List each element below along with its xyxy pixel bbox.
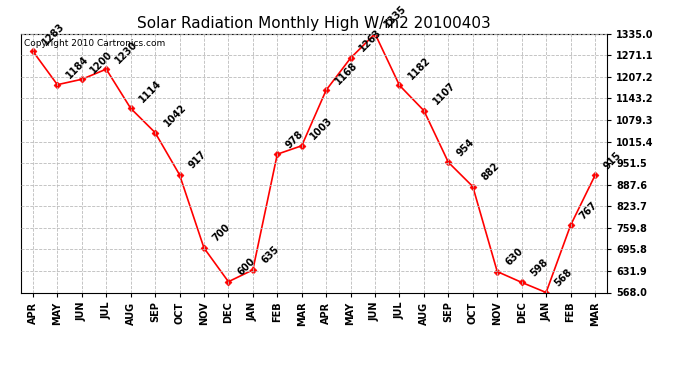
Text: 600: 600 — [235, 256, 257, 278]
Text: 1168: 1168 — [333, 60, 359, 86]
Text: 882: 882 — [480, 161, 502, 182]
Text: 917: 917 — [186, 149, 208, 171]
Text: 1230: 1230 — [113, 39, 139, 65]
Text: 1200: 1200 — [89, 49, 115, 75]
Text: 635: 635 — [260, 244, 282, 266]
Text: 1283: 1283 — [40, 21, 66, 47]
Text: 700: 700 — [211, 222, 233, 244]
Text: 1114: 1114 — [137, 78, 164, 104]
Text: 1003: 1003 — [308, 116, 335, 142]
Title: Solar Radiation Monthly High W/m2 20100403: Solar Radiation Monthly High W/m2 201004… — [137, 16, 491, 31]
Text: 1263: 1263 — [357, 28, 384, 54]
Text: 598: 598 — [529, 257, 550, 278]
Text: 954: 954 — [455, 137, 477, 158]
Text: 630: 630 — [504, 246, 526, 267]
Text: 1335: 1335 — [382, 3, 408, 30]
Text: Copyright 2010 Cartronics.com: Copyright 2010 Cartronics.com — [23, 39, 165, 48]
Text: 767: 767 — [578, 200, 599, 221]
Text: 1042: 1042 — [162, 102, 188, 128]
Text: 978: 978 — [284, 129, 306, 150]
Text: 1184: 1184 — [64, 54, 90, 81]
Text: 1182: 1182 — [406, 55, 433, 81]
Text: 568: 568 — [553, 267, 575, 288]
Text: 915: 915 — [602, 150, 623, 171]
Text: 1107: 1107 — [431, 80, 457, 106]
